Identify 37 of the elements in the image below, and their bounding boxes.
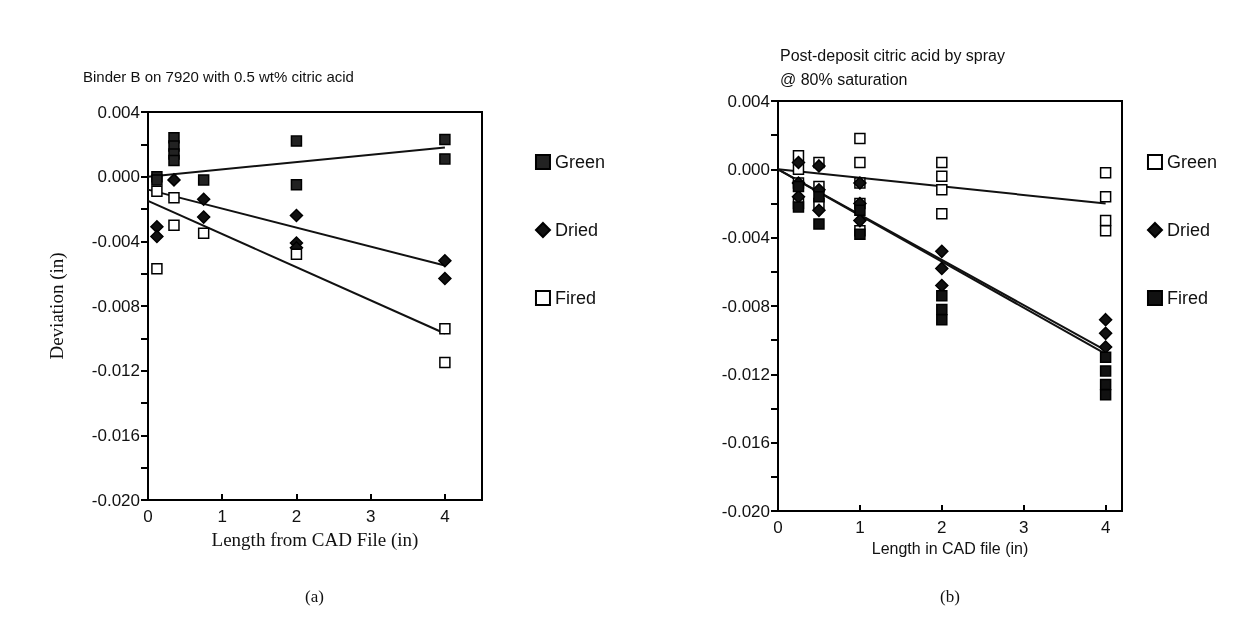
x-tick-label: 2 bbox=[937, 518, 947, 537]
x-tick-label: 1 bbox=[855, 518, 865, 537]
x-axis-title: Length in CAD file (in) bbox=[871, 540, 1029, 558]
y-tick-label: -0.008 bbox=[721, 296, 770, 316]
x-tick-label: 1 bbox=[217, 507, 227, 526]
x-tick-label: 4 bbox=[440, 507, 450, 526]
y-tick-label: -0.004 bbox=[91, 231, 140, 251]
y-tick-label: 0.004 bbox=[727, 91, 770, 111]
legend-label: Fired bbox=[1166, 288, 1208, 308]
x-tick-label: 3 bbox=[1018, 518, 1029, 537]
legend-label: Dried bbox=[554, 220, 598, 240]
y-tick-label: -0.008 bbox=[91, 296, 140, 316]
x-tick-label: 3 bbox=[365, 507, 376, 526]
x-tick-label: 4 bbox=[1100, 518, 1111, 537]
legend-label: Green bbox=[554, 152, 605, 172]
y-tick-label: -0.020 bbox=[721, 501, 770, 521]
text: (a) bbox=[305, 587, 324, 606]
y-tick-label: -0.020 bbox=[91, 490, 140, 510]
y-tick-label: -0.012 bbox=[721, 364, 770, 384]
y-tick-label: 0.000 bbox=[97, 167, 140, 187]
x-tick-label: 0 bbox=[143, 507, 153, 526]
text: (b) bbox=[940, 587, 960, 606]
y-tick-label: -0.016 bbox=[721, 433, 770, 453]
y-tick-label: -0.016 bbox=[91, 425, 140, 445]
y-axis-title: Deviation (in) bbox=[46, 252, 68, 360]
legend-label: Dried bbox=[1166, 220, 1210, 240]
y-tick-label: 0.000 bbox=[727, 159, 770, 179]
legend-label: Fired bbox=[554, 288, 596, 308]
y-tick-label: -0.012 bbox=[91, 361, 140, 381]
x-tick-label: 2 bbox=[291, 507, 302, 526]
x-tick-label: 0 bbox=[773, 518, 783, 537]
legend-label: Green bbox=[1166, 152, 1217, 172]
chart-title: Post-deposit citric acid by spray @ 80% saturation bbox=[780, 46, 1005, 88]
y-tick-label: 0.004 bbox=[97, 102, 140, 122]
chart-title: Binder B on 7920 with 0.5 wt% citric acid bbox=[83, 68, 354, 85]
x-axis-title: Length from CAD File (in) bbox=[211, 529, 419, 551]
y-tick-label: -0.004 bbox=[721, 228, 770, 248]
